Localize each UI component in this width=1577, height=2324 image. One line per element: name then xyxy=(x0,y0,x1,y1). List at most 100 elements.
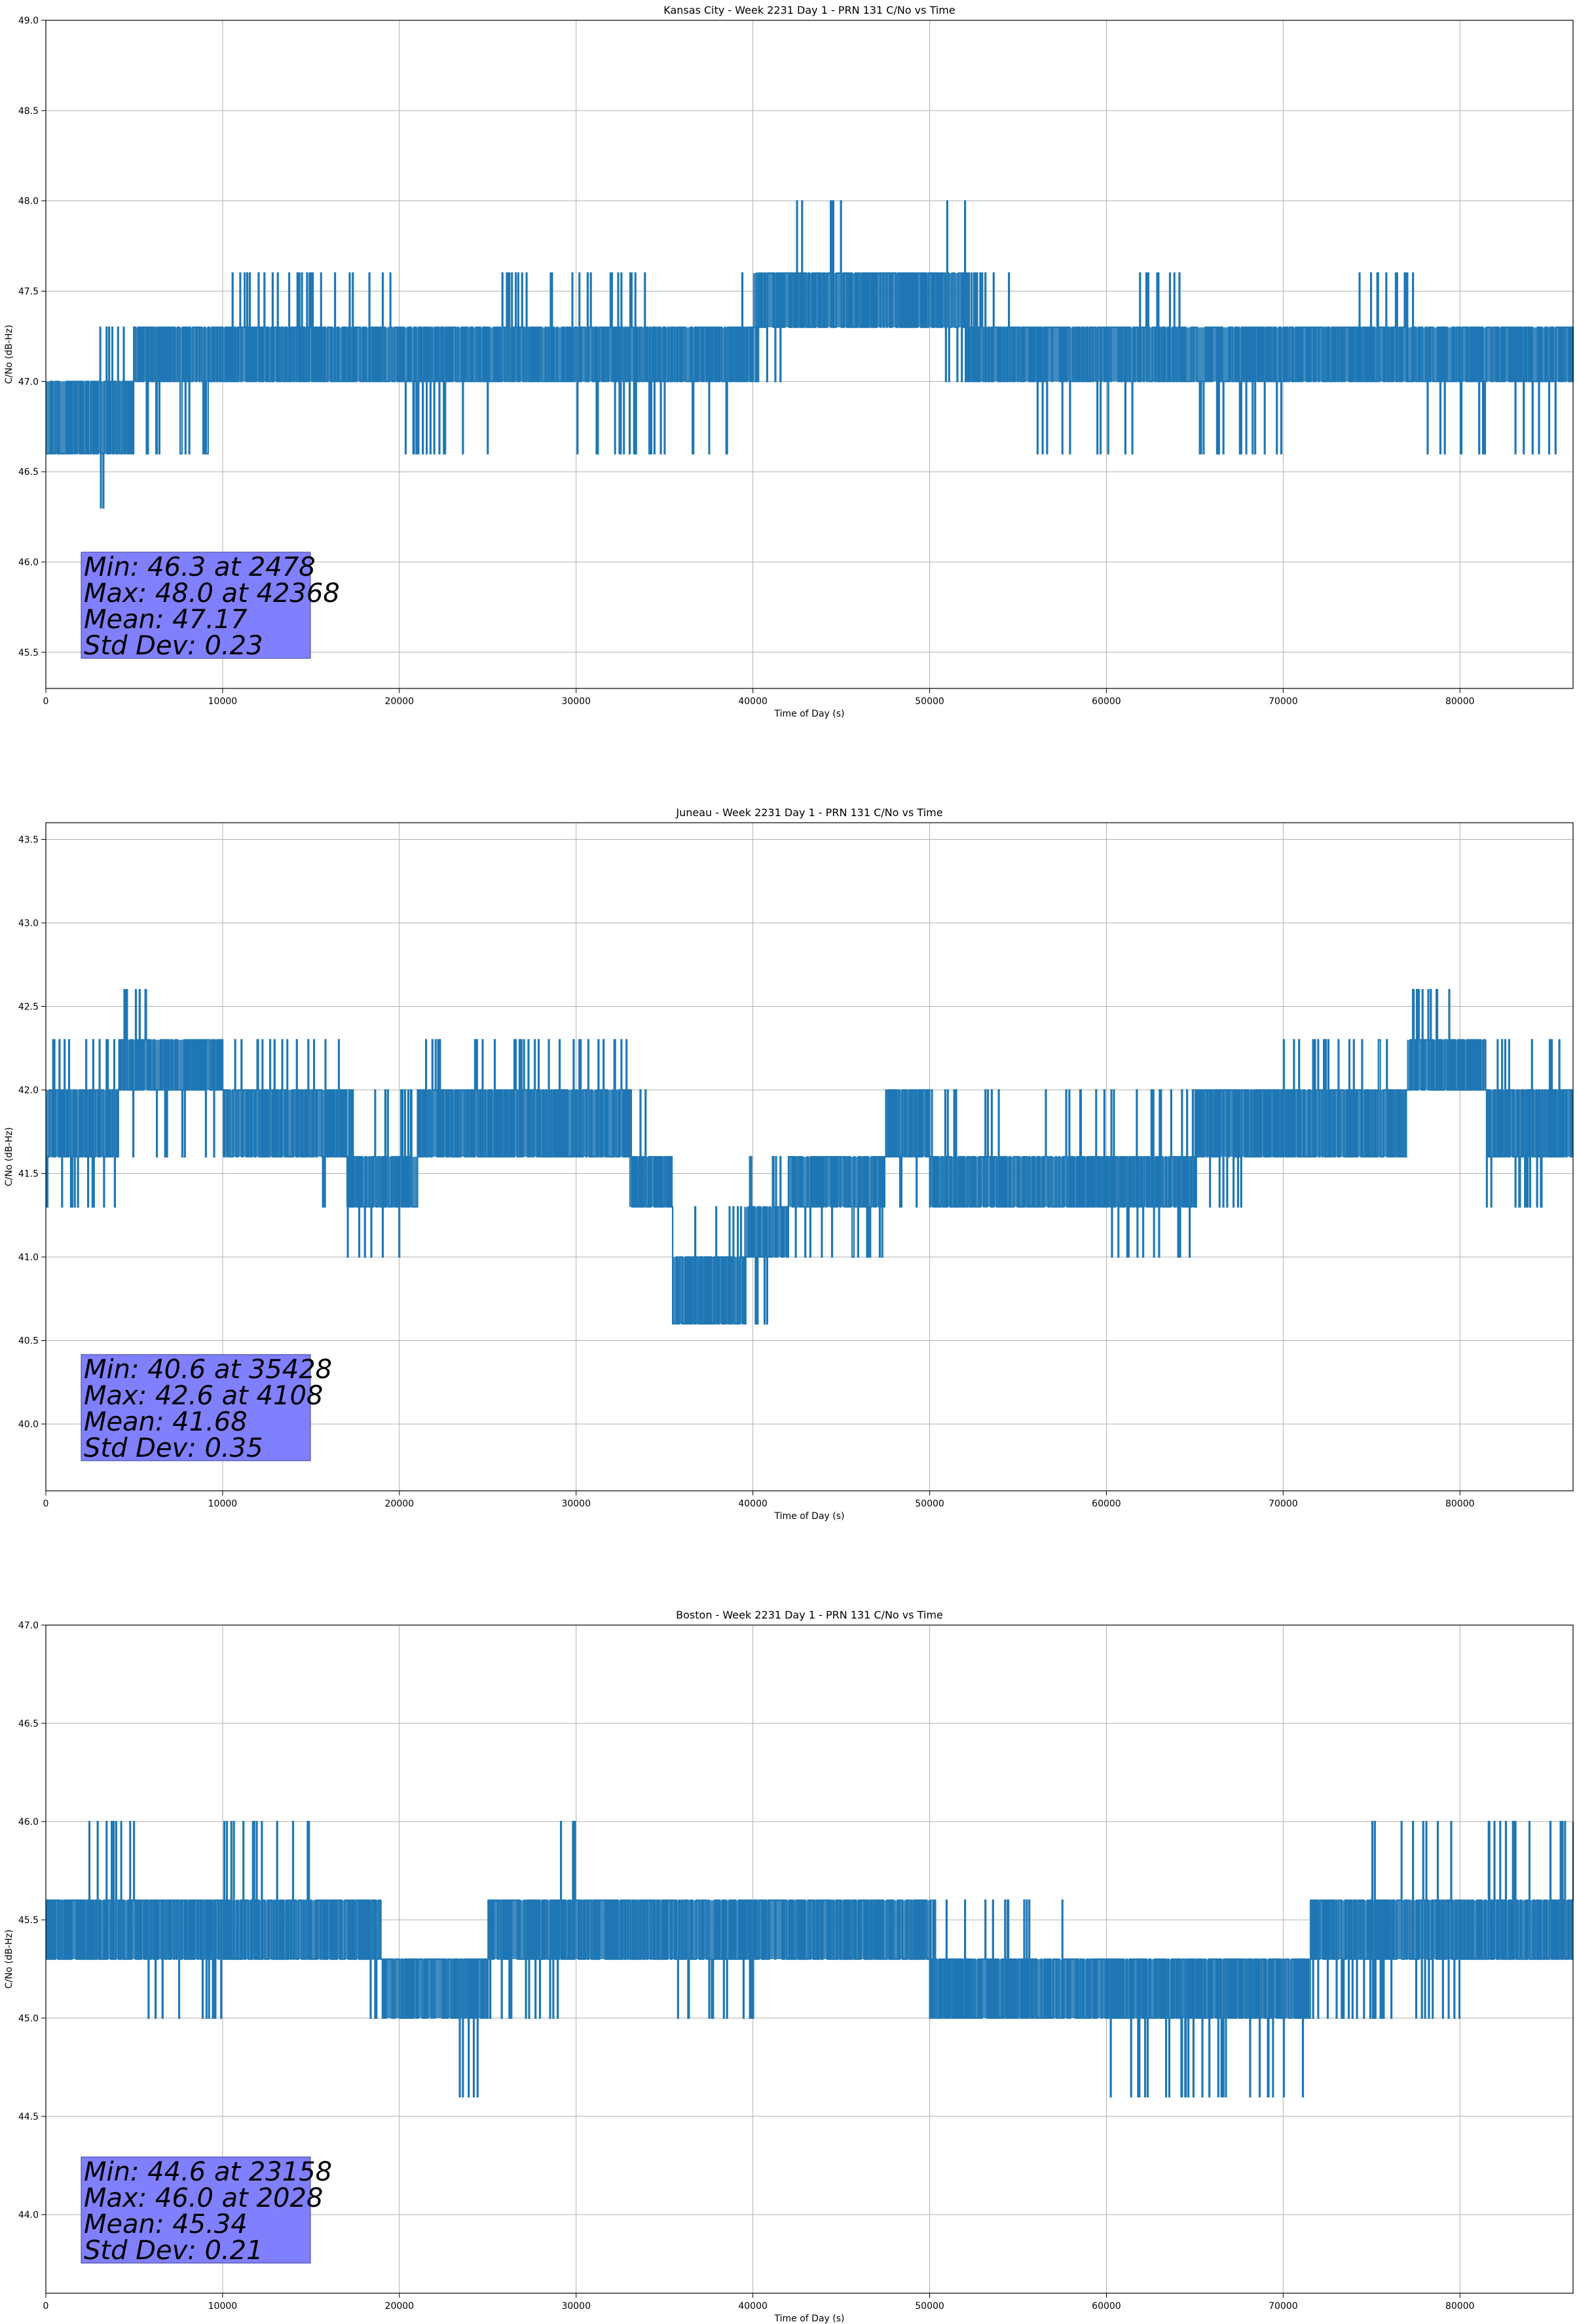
x-tick-label: 10000 xyxy=(208,696,238,707)
x-tick-label: 70000 xyxy=(1269,696,1298,707)
cno-band xyxy=(187,327,223,382)
cno-band xyxy=(134,1900,223,1959)
chart-title: Kansas City - Week 2231 Day 1 - PRN 131 … xyxy=(663,4,955,16)
cno-band xyxy=(929,272,965,328)
cno-band xyxy=(735,327,753,382)
stats-box xyxy=(81,552,311,659)
chart-title: Juneau - Week 2231 Day 1 - PRN 131 C/No … xyxy=(675,806,942,819)
cno-band xyxy=(1371,1900,1460,1959)
x-tick-label: 40000 xyxy=(738,2301,768,2312)
cno-band xyxy=(381,1157,417,1207)
cno-band xyxy=(118,1040,152,1090)
cno-band xyxy=(841,1157,886,1207)
x-tick-label: 60000 xyxy=(1092,2301,1121,2312)
plot-frame xyxy=(45,1624,1574,2294)
y-tick-label: 44.0 xyxy=(18,2210,39,2221)
cno-band xyxy=(399,327,488,382)
y-tick-label: 42.5 xyxy=(18,1002,39,1013)
plot-frame xyxy=(45,20,1574,689)
stats-min: Min: 40.6 at 35428 xyxy=(84,1355,332,1385)
cno-band xyxy=(929,1959,965,2018)
y-axis-label: C/No (dB-Hz) xyxy=(4,1127,14,1186)
stats-box xyxy=(81,2156,311,2264)
cno-band xyxy=(487,1900,559,1959)
cno-band xyxy=(1071,1959,1107,2018)
cno-band xyxy=(222,1090,311,1157)
cno-band xyxy=(672,1257,700,1324)
y-tick-label: 44.5 xyxy=(18,2112,39,2122)
cno-band xyxy=(46,1900,82,1959)
x-tick-label: 10000 xyxy=(208,1499,238,1509)
stats-max: Max: 48.0 at 42368 xyxy=(84,578,340,609)
cno-band xyxy=(1132,327,1195,382)
x-tick-label: 20000 xyxy=(385,2301,415,2312)
cno-band xyxy=(1531,1090,1573,1157)
x-tick-label: 40000 xyxy=(738,1499,768,1509)
cno-band xyxy=(81,381,90,454)
x-tick-label: 10000 xyxy=(208,2301,238,2312)
cno-band xyxy=(1531,327,1573,382)
cno-band xyxy=(1035,327,1071,382)
cno-band xyxy=(1018,1959,1071,2018)
stats-min: Min: 44.6 at 23158 xyxy=(84,2157,332,2187)
cno-band xyxy=(1371,1090,1407,1157)
cno-band xyxy=(1495,327,1531,382)
cno-band xyxy=(381,1959,456,2018)
stats-std-dev: Std Dev: 0.23 xyxy=(84,631,263,661)
cno-band xyxy=(222,327,311,382)
chart-panel-3: 0 10000 20000 30000 40000 50000 60000 70000 8000… xyxy=(4,1609,1574,2324)
y-axis-label: C/No (dB-Hz) xyxy=(4,325,14,384)
chart-panel-1: 0 10000 20000 30000 40000 50000 60000 70000 8000… xyxy=(4,4,1574,719)
stats-min: Min: 46.3 at 2478 xyxy=(84,552,316,582)
y-tick-label: 45.5 xyxy=(18,1915,39,1926)
cno-band xyxy=(1424,327,1460,382)
cno-band xyxy=(81,1900,134,1959)
cno-band xyxy=(576,1090,629,1157)
cno-band xyxy=(558,1900,576,1959)
cno-band xyxy=(1513,1900,1573,1959)
cno-band xyxy=(699,1257,745,1324)
cno-band xyxy=(1460,1040,1487,1090)
cno-band xyxy=(1195,1090,1284,1157)
cno-band xyxy=(794,272,842,328)
y-tick-label: 41.5 xyxy=(18,1169,39,1180)
cno-band xyxy=(752,1900,842,1959)
stats-box xyxy=(81,1354,311,1461)
cno-band xyxy=(929,1157,1018,1207)
x-tick-label: 70000 xyxy=(1269,2301,1298,2312)
cno-band xyxy=(1460,1900,1513,1959)
cno-band xyxy=(310,327,399,382)
chart-panel-2: 0 10000 20000 30000 40000 50000 60000 70000 8000… xyxy=(4,806,1574,1522)
cno-band xyxy=(487,1090,576,1157)
cno-band xyxy=(455,1959,488,2018)
y-tick-label: 46.0 xyxy=(18,557,39,568)
cno-band xyxy=(691,327,735,382)
cno-band xyxy=(1106,1157,1195,1207)
x-tick-label: 50000 xyxy=(915,1499,944,1509)
y-tick-label: 46.0 xyxy=(18,1817,39,1827)
x-tick-label: 30000 xyxy=(561,1499,591,1509)
cno-band xyxy=(1195,1959,1284,2018)
cno-band xyxy=(885,1090,930,1157)
cno-band xyxy=(134,327,170,382)
cno-band xyxy=(1071,327,1107,382)
x-axis-label: Time of Day (s) xyxy=(774,1511,845,1522)
x-tick-label: 50000 xyxy=(915,2301,944,2312)
cno-band xyxy=(1460,327,1496,382)
x-tick-label: 60000 xyxy=(1092,696,1121,707)
cno-band xyxy=(965,1959,1018,2018)
x-axis-label: Time of Day (s) xyxy=(774,2314,845,2324)
cno-band xyxy=(89,381,108,454)
stats-mean: Mean: 47.17 xyxy=(84,605,248,635)
chart-title: Boston - Week 2231 Day 1 - PRN 131 C/No … xyxy=(676,1609,943,1621)
cno-band xyxy=(841,272,930,328)
y-tick-label: 43.0 xyxy=(18,918,39,929)
cno-band xyxy=(1283,1090,1337,1157)
y-tick-label: 48.5 xyxy=(18,106,39,117)
stats-max: Max: 46.0 at 2028 xyxy=(84,2183,323,2213)
cno-band xyxy=(1018,1157,1107,1207)
cno-band xyxy=(965,327,1018,382)
cno-band xyxy=(107,381,134,454)
cno-band xyxy=(1283,1959,1310,2018)
cno-band xyxy=(788,1157,842,1207)
